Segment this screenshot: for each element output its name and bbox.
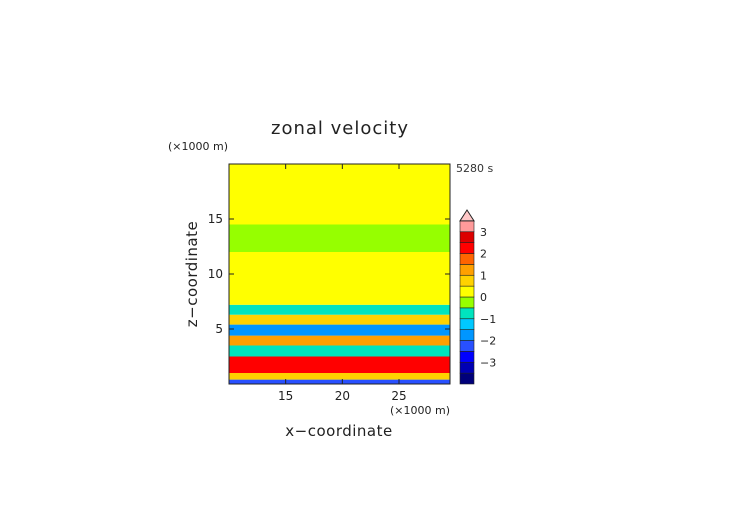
field-band-11 bbox=[229, 202, 450, 225]
x-axis-unit: (×1000 m) bbox=[390, 404, 450, 417]
plot-area bbox=[229, 164, 450, 384]
colorbar-cell bbox=[459, 264, 475, 276]
field-band-10 bbox=[229, 224, 450, 252]
x-tick-label: 15 bbox=[278, 389, 293, 403]
field-band-0 bbox=[229, 379, 450, 384]
field-band-1 bbox=[229, 373, 450, 380]
y-axis-ticks: 5 10 15 bbox=[208, 212, 450, 336]
colorbar-tick-label: −2 bbox=[480, 335, 496, 348]
colorbar-cell bbox=[459, 318, 475, 330]
y-tick-label: 5 bbox=[215, 322, 223, 336]
field-band-13 bbox=[229, 164, 450, 192]
colorbar-cell bbox=[459, 372, 475, 385]
colorbar-cell bbox=[459, 242, 475, 254]
field-band-8 bbox=[229, 290, 450, 305]
time-label: 5280 s bbox=[456, 162, 493, 175]
x-tick-label: 25 bbox=[391, 389, 406, 403]
colorbar-cell bbox=[459, 285, 475, 298]
field-band-4 bbox=[229, 335, 450, 346]
colorbar-cell bbox=[459, 329, 475, 341]
field-band-7 bbox=[229, 304, 450, 315]
colorbar-cell bbox=[459, 296, 475, 309]
colorbar-cell bbox=[459, 231, 475, 243]
colorbar-tick-label: −1 bbox=[480, 313, 496, 326]
x-axis-ticks: 15 20 25 bbox=[278, 164, 407, 403]
field-band-6 bbox=[229, 314, 450, 325]
colorbar: 3 2 1 0 −1 −2 −3 bbox=[459, 209, 496, 385]
colorbar-cell bbox=[459, 220, 475, 233]
colorbar-cell bbox=[459, 351, 475, 363]
field-band-12 bbox=[229, 191, 450, 203]
colorbar-overflow-triangle bbox=[459, 209, 475, 222]
colorbar-tick-label: −3 bbox=[480, 356, 496, 369]
y-axis-label: z−coordinate bbox=[183, 221, 201, 327]
x-tick-label: 20 bbox=[335, 389, 350, 403]
y-tick-label: 15 bbox=[208, 212, 223, 226]
x-axis-label: x−coordinate bbox=[285, 422, 392, 440]
colorbar-cell bbox=[459, 361, 475, 374]
y-axis-unit: (×1000 m) bbox=[168, 140, 228, 153]
field-band-9 bbox=[229, 252, 450, 291]
colorbar-tick-label: 0 bbox=[480, 291, 487, 304]
colorbar-tick-label: 1 bbox=[480, 269, 487, 282]
field-band-2 bbox=[229, 356, 450, 373]
colorbar-cell bbox=[459, 274, 475, 287]
chart-title: zonal velocity bbox=[271, 118, 409, 139]
y-tick-label: 10 bbox=[208, 267, 223, 281]
colorbar-tick-label: 3 bbox=[480, 226, 487, 239]
colorbar-cell bbox=[459, 253, 475, 265]
field-band-3 bbox=[229, 345, 450, 357]
field-band-5 bbox=[229, 324, 450, 336]
colorbar-cell bbox=[459, 340, 475, 352]
colorbar-cell bbox=[459, 307, 475, 320]
colorbar-tick-label: 2 bbox=[480, 248, 487, 261]
